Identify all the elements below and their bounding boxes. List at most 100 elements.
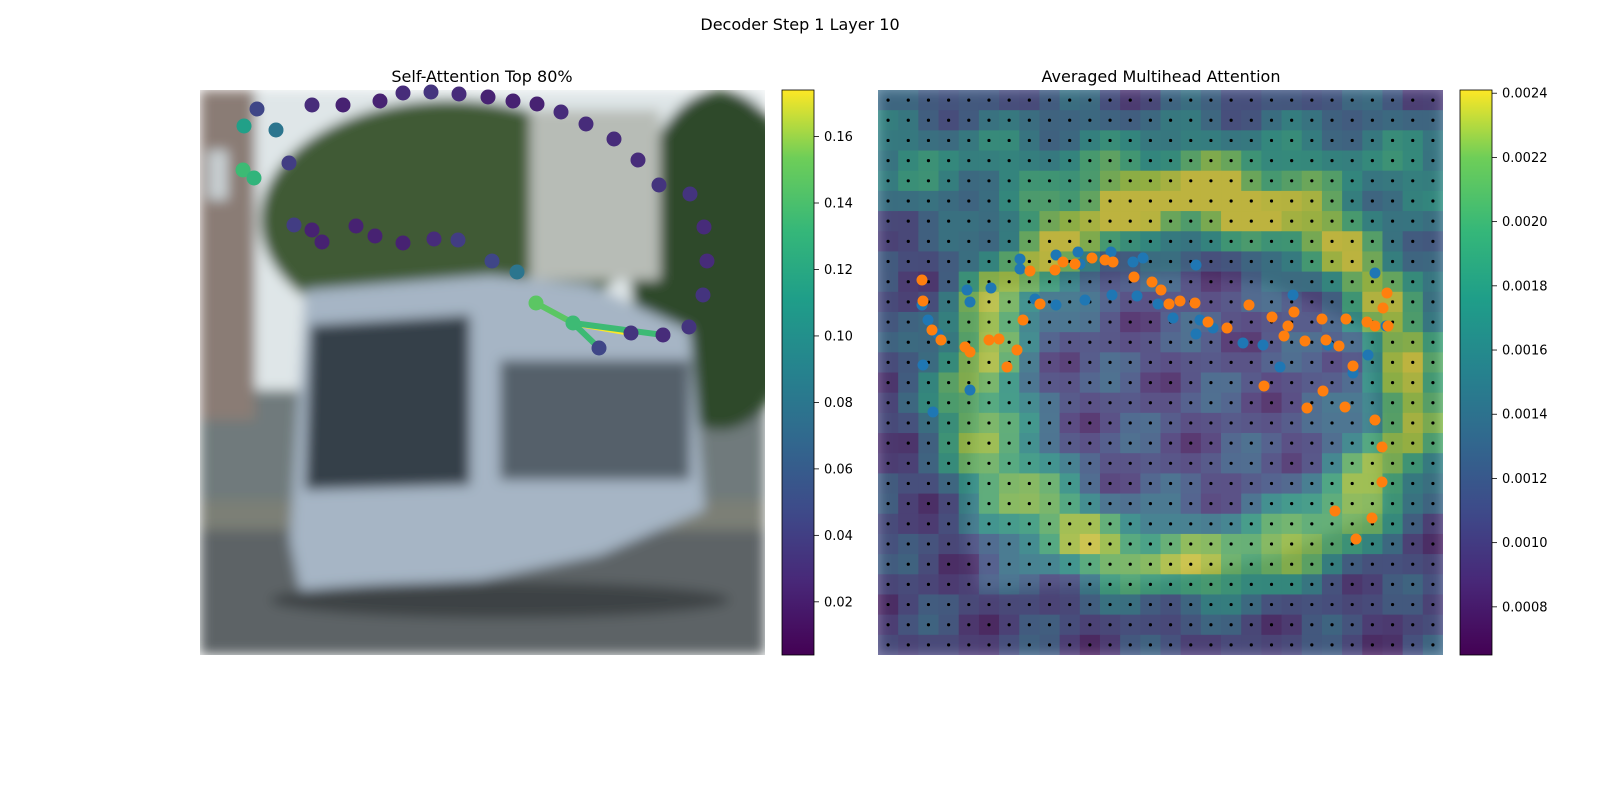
grid-dot bbox=[886, 542, 890, 546]
grid-dot bbox=[1088, 562, 1092, 566]
key-point bbox=[1107, 256, 1119, 268]
grid-dot bbox=[906, 380, 910, 385]
grid-dot bbox=[1330, 259, 1334, 264]
attention-point bbox=[505, 93, 521, 109]
grid-dot bbox=[906, 481, 910, 486]
grid-dot bbox=[1168, 340, 1173, 344]
grid-dot bbox=[1310, 159, 1314, 163]
grid-dot bbox=[1189, 623, 1193, 627]
grid-dot bbox=[1290, 380, 1294, 385]
grid-dot bbox=[1148, 159, 1153, 163]
grid-dot bbox=[1269, 481, 1274, 486]
grid-dot bbox=[947, 259, 951, 264]
grid-dot bbox=[1229, 259, 1233, 264]
grid-dot bbox=[1370, 582, 1374, 586]
grid-dot bbox=[906, 219, 910, 223]
grid-dot bbox=[1168, 623, 1173, 627]
grid-dot bbox=[1068, 542, 1072, 546]
grid-dot bbox=[1350, 623, 1354, 627]
grid-dot bbox=[886, 259, 890, 264]
grid-dot bbox=[906, 259, 910, 264]
grid-dot bbox=[1229, 239, 1233, 243]
grid-dot bbox=[987, 179, 991, 183]
grid-dot bbox=[1370, 401, 1374, 405]
grid-dot bbox=[967, 421, 971, 425]
grid-dot bbox=[1290, 502, 1294, 506]
key-point bbox=[1057, 256, 1069, 268]
grid-dot bbox=[1269, 643, 1274, 647]
grid-dot bbox=[1269, 562, 1274, 566]
grid-dot bbox=[1007, 320, 1011, 324]
grid-dot bbox=[926, 280, 931, 284]
grid-dot bbox=[1068, 481, 1072, 486]
grid-dot bbox=[1290, 219, 1294, 223]
grid-dot bbox=[1128, 582, 1132, 586]
grid-dot bbox=[967, 481, 971, 486]
grid-dot bbox=[1108, 340, 1112, 344]
grid-dot bbox=[1431, 199, 1435, 203]
attention-point bbox=[681, 319, 697, 335]
grid-dot bbox=[926, 219, 931, 223]
attention-point bbox=[682, 186, 698, 202]
grid-dot bbox=[1128, 360, 1132, 365]
grid-dot bbox=[967, 502, 971, 506]
grid-dot bbox=[1047, 481, 1052, 486]
grid-dot bbox=[1047, 118, 1052, 122]
grid-dot bbox=[1088, 138, 1092, 143]
grid-dot bbox=[1209, 239, 1213, 243]
grid-dot bbox=[987, 481, 991, 486]
query-point bbox=[1190, 328, 1202, 340]
grid-dot bbox=[1229, 138, 1233, 143]
grid-dot bbox=[1047, 542, 1052, 546]
grid-dot bbox=[987, 522, 991, 526]
tram-shadow bbox=[270, 582, 730, 618]
grid-dot bbox=[1128, 380, 1132, 385]
grid-dot bbox=[1330, 542, 1334, 546]
grid-dot bbox=[1168, 401, 1173, 405]
grid-dot bbox=[1007, 623, 1011, 627]
grid-dot bbox=[1088, 380, 1092, 385]
grid-dot bbox=[1189, 643, 1193, 647]
grid-dot bbox=[1310, 481, 1314, 486]
grid-dot bbox=[1209, 360, 1213, 365]
grid-dot bbox=[1350, 522, 1354, 526]
attention-point bbox=[395, 235, 411, 251]
grid-dot bbox=[967, 542, 971, 546]
grid-dot bbox=[926, 562, 931, 566]
grid-dot bbox=[906, 643, 910, 647]
grid-dot bbox=[1088, 340, 1092, 344]
grid-dot bbox=[1068, 360, 1072, 365]
grid-dot bbox=[1431, 582, 1435, 586]
grid-dot bbox=[1148, 320, 1153, 324]
grid-dot bbox=[886, 320, 890, 324]
grid-dot bbox=[967, 401, 971, 405]
grid-dot bbox=[1128, 219, 1132, 223]
attention-point bbox=[480, 89, 496, 105]
key-point bbox=[916, 274, 928, 286]
grid-dot bbox=[1007, 340, 1011, 344]
grid-dot bbox=[926, 502, 931, 506]
grid-dot bbox=[1310, 138, 1314, 143]
grid-dot bbox=[1088, 219, 1092, 223]
grid-dot bbox=[1290, 98, 1294, 102]
tram-windshield bbox=[305, 315, 470, 490]
grid-dot bbox=[1027, 239, 1031, 243]
grid-dot bbox=[1330, 421, 1334, 425]
grid-dot bbox=[926, 118, 931, 122]
grid-dot bbox=[906, 582, 910, 586]
grid-dot bbox=[1390, 360, 1395, 365]
grid-dot bbox=[1269, 421, 1274, 425]
grid-dot bbox=[1229, 481, 1233, 486]
grid-dot bbox=[1088, 602, 1092, 607]
grid-dot bbox=[1249, 259, 1253, 264]
grid-dot bbox=[1168, 380, 1173, 385]
key-point bbox=[1299, 335, 1311, 347]
key-point bbox=[1266, 311, 1278, 323]
grid-dot bbox=[1148, 481, 1153, 486]
grid-dot bbox=[1249, 502, 1253, 506]
grid-dot bbox=[1209, 300, 1213, 304]
grid-dot bbox=[926, 179, 931, 183]
grid-dot bbox=[1007, 602, 1011, 607]
grid-dot bbox=[1209, 380, 1213, 385]
grid-dot bbox=[906, 199, 910, 203]
